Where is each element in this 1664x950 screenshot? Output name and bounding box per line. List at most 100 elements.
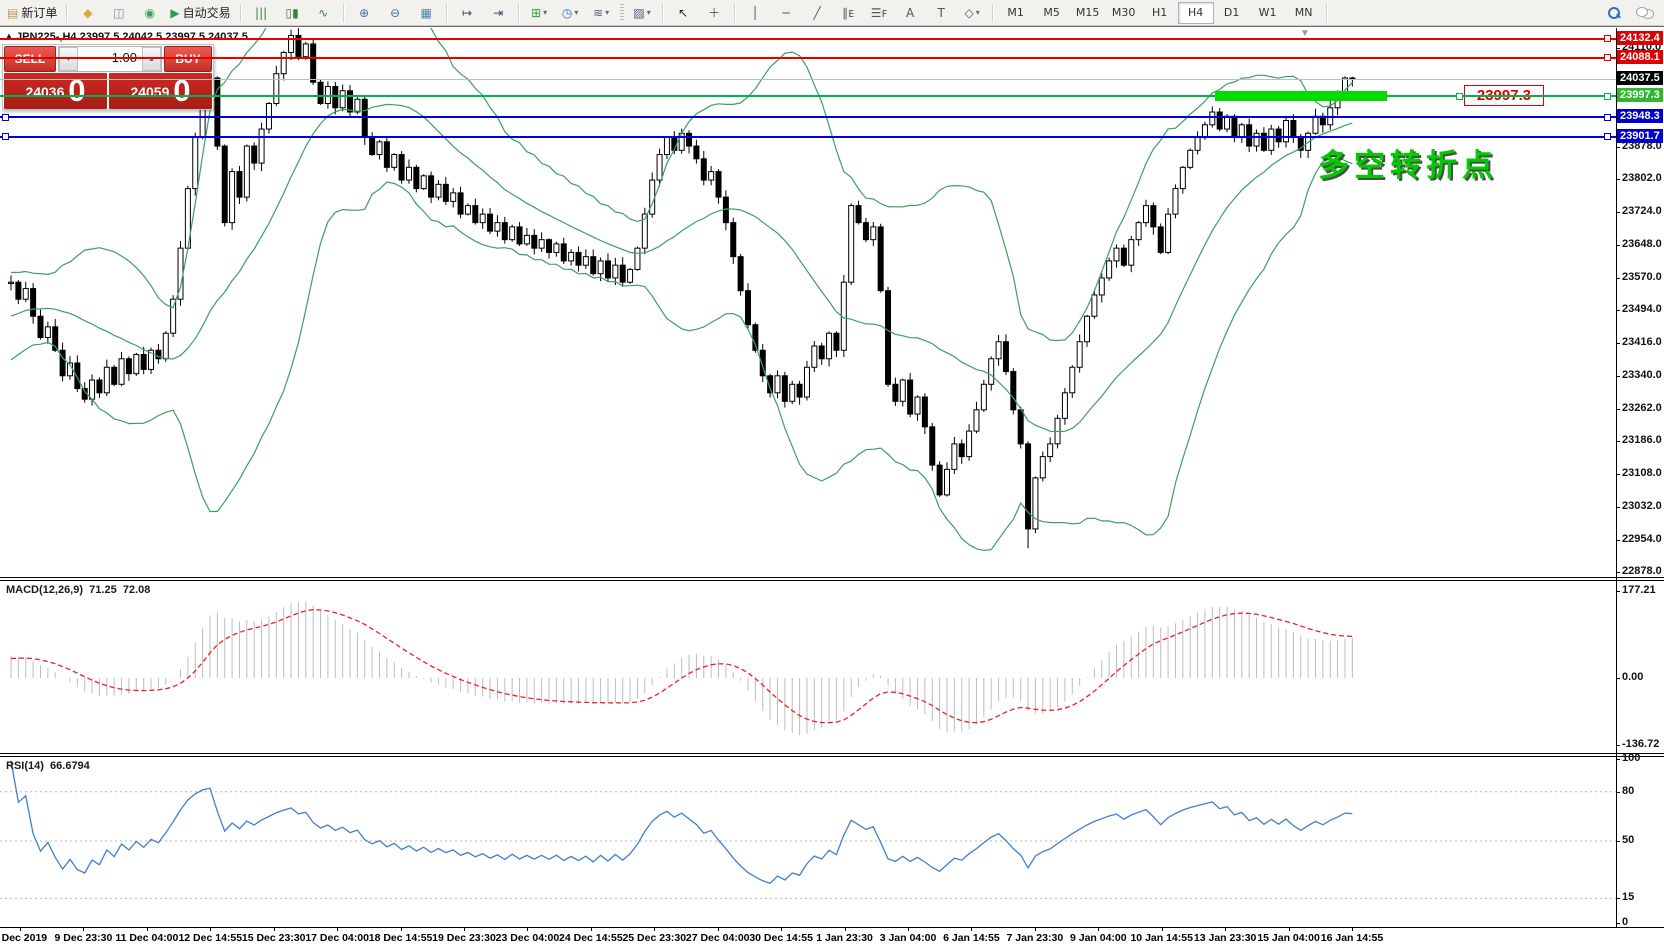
cursor-button[interactable]: ↖ bbox=[669, 1, 698, 24]
price-tick-label: 23724.0 bbox=[1622, 205, 1662, 218]
fibonacci-button[interactable]: ☰ꜰ bbox=[865, 1, 894, 24]
time-axis-label: 6 Jan 14:55 bbox=[943, 932, 1000, 944]
time-axis-label: 7 Jan 23:30 bbox=[1006, 932, 1064, 944]
time-axis-tick bbox=[400, 927, 402, 931]
horizontal-line-button[interactable]: ─ bbox=[772, 1, 801, 24]
line-handle[interactable] bbox=[1604, 133, 1611, 141]
resistance-line[interactable] bbox=[0, 56, 1616, 59]
tile-windows-button[interactable]: ▦ bbox=[412, 1, 441, 24]
sell-price-main: 24036 bbox=[25, 84, 65, 100]
chevron-down-icon: ▾ bbox=[646, 8, 651, 17]
channel-button[interactable]: ∥ᴇ bbox=[834, 1, 863, 24]
chevron-down-icon: ▾ bbox=[605, 8, 610, 17]
zoom-in-button[interactable]: ⊕ bbox=[350, 1, 379, 24]
support-line[interactable] bbox=[0, 116, 1616, 118]
search-button[interactable] bbox=[1599, 1, 1628, 24]
horizontal-line-icon: ─ bbox=[782, 5, 790, 20]
pane-separator[interactable] bbox=[0, 577, 1664, 578]
timeframe-m15-button[interactable]: M15 bbox=[1075, 6, 1100, 19]
timeframe-m1-button[interactable]: M1 bbox=[1007, 6, 1024, 19]
line-handle[interactable] bbox=[2, 133, 9, 141]
timeframe-m30-button[interactable]: M30 bbox=[1111, 6, 1136, 19]
timeframe-m5-button[interactable]: M5 bbox=[1043, 6, 1060, 19]
price-tick-label: 23648.0 bbox=[1622, 237, 1662, 250]
line-handle[interactable] bbox=[1604, 54, 1611, 62]
periods-icon: ◷ bbox=[561, 5, 573, 20]
time-axis-tick bbox=[83, 927, 85, 931]
time-axis-tick bbox=[908, 927, 909, 931]
signals-button[interactable]: ◉ bbox=[135, 1, 164, 24]
crosshair-button[interactable]: ＋ bbox=[700, 1, 729, 24]
pane-separator[interactable] bbox=[0, 753, 1664, 754]
profiles-button[interactable]: ◫ bbox=[104, 1, 133, 24]
auto-scroll-button[interactable]: ↦ bbox=[453, 1, 482, 24]
zoom-out-button[interactable]: ⊖ bbox=[381, 1, 410, 24]
templates-button[interactable]: ▨ ▾ bbox=[628, 1, 657, 24]
main-chart-canvas[interactable] bbox=[0, 28, 1616, 578]
indicators-button[interactable]: ≋ ▾ bbox=[587, 1, 616, 24]
line-handle[interactable] bbox=[2, 113, 9, 121]
time-axis-tick bbox=[1034, 927, 1036, 931]
new-order-button[interactable]: ▤ 新订单 bbox=[3, 1, 61, 24]
time-axis-label: 13 Jan 23:30 bbox=[1193, 932, 1257, 944]
bar-chart-button[interactable]: ||| bbox=[247, 1, 276, 24]
one-click-panel-toggle-icon[interactable]: ▲ bbox=[5, 31, 13, 40]
chat-button[interactable] bbox=[1630, 1, 1659, 24]
price-tick bbox=[1616, 474, 1620, 476]
line-handle[interactable] bbox=[1456, 92, 1463, 100]
favorites-button[interactable]: ◆ bbox=[73, 1, 102, 24]
chevron-down-icon: ▾ bbox=[975, 8, 980, 17]
auto-scroll-icon: ↦ bbox=[462, 5, 473, 20]
profiles-icon: ◫ bbox=[113, 5, 125, 20]
turning-point-annotation[interactable]: 多空转折点 bbox=[1318, 148, 1498, 183]
rsi-tick-label: 80 bbox=[1622, 784, 1635, 797]
time-axis-label: 10 Jan 14:55 bbox=[1130, 932, 1193, 944]
autotrading-button[interactable]: ▶ 自动交易 bbox=[166, 1, 234, 24]
shapes-icon: ◇ bbox=[964, 5, 974, 20]
text-icon: A bbox=[906, 5, 915, 20]
line-handle[interactable] bbox=[1604, 92, 1611, 100]
volume-increase-button[interactable]: ▲ bbox=[142, 47, 161, 71]
line-handle[interactable] bbox=[1604, 35, 1611, 43]
time-axis-tick bbox=[1352, 927, 1353, 931]
timeframe-h4-button[interactable]: H4 bbox=[1177, 1, 1214, 24]
price-axis-line bbox=[1616, 28, 1617, 927]
pane-separator[interactable] bbox=[0, 756, 1664, 757]
periods-button[interactable]: ◷ ▾ bbox=[556, 1, 585, 24]
chart-shift-button[interactable]: ⇥ bbox=[484, 1, 513, 24]
price-tick bbox=[1616, 48, 1620, 50]
rsi-tick-label: 50 bbox=[1622, 834, 1635, 846]
shapes-button[interactable]: ◇ ▾ bbox=[958, 1, 987, 24]
buy-button[interactable]: BUY bbox=[164, 46, 212, 72]
pane-separator[interactable] bbox=[0, 580, 1664, 581]
support-line[interactable] bbox=[0, 135, 1616, 138]
trendline-button[interactable]: ╱ bbox=[803, 1, 832, 24]
pivot-line[interactable] bbox=[0, 95, 1616, 98]
line-chart-button[interactable]: ∿ bbox=[309, 1, 338, 24]
resistance-line[interactable] bbox=[0, 37, 1616, 40]
macd-pane-canvas[interactable] bbox=[0, 582, 1616, 753]
candlestick-chart-button[interactable]: ▯▮ bbox=[278, 1, 307, 24]
vertical-line-button[interactable]: │ bbox=[741, 1, 770, 24]
highlight-zone-bar[interactable] bbox=[1215, 91, 1387, 102]
volume-input[interactable]: 1.00 bbox=[78, 47, 142, 71]
new-chart-button[interactable]: ⊞ ▾ bbox=[525, 1, 554, 24]
text-button[interactable]: A bbox=[896, 1, 925, 24]
label-button[interactable]: T bbox=[927, 1, 956, 24]
price-tick bbox=[1616, 343, 1620, 345]
volume-decrease-button[interactable]: ▼ bbox=[59, 47, 78, 71]
timeframe-w1-button[interactable]: W1 bbox=[1258, 6, 1277, 19]
rsi-pane-canvas[interactable] bbox=[0, 758, 1616, 927]
rsi-line bbox=[10, 760, 1353, 884]
timeframe-h1-button[interactable]: H1 bbox=[1151, 6, 1168, 19]
line-handle[interactable] bbox=[1604, 113, 1611, 121]
macd-signal-value: 72.08 bbox=[122, 584, 151, 596]
timeframe-mn-button[interactable]: MN bbox=[1294, 6, 1313, 19]
time-axis-tick bbox=[20, 927, 21, 931]
rsi-name: RSI(14) bbox=[6, 760, 44, 772]
sell-button[interactable]: SELL bbox=[4, 46, 56, 72]
chevron-down-icon: ▾ bbox=[574, 8, 579, 17]
timeframe-d1-button[interactable]: D1 bbox=[1223, 6, 1240, 19]
chart-title: JPN225-,H4 23997.5 24042.5 23997.5 24037… bbox=[16, 31, 248, 43]
chart-shift-marker-icon[interactable]: ▼ bbox=[1300, 28, 1310, 39]
